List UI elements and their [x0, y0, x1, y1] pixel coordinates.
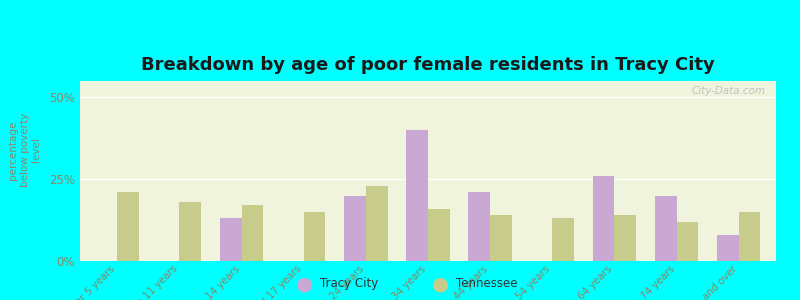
Bar: [118, 192, 139, 261]
Text: percentage
below poverty
level: percentage below poverty level: [8, 113, 42, 187]
Bar: [242, 206, 263, 261]
Text: ●: ●: [295, 274, 313, 293]
Title: Breakdown by age of poor female residents in Tracy City: Breakdown by age of poor female resident…: [141, 56, 715, 74]
Bar: [490, 215, 512, 261]
Bar: [552, 218, 574, 261]
Bar: [220, 218, 242, 261]
Text: Tracy City: Tracy City: [320, 277, 378, 290]
Bar: [304, 212, 326, 261]
Bar: [614, 215, 636, 261]
Bar: [717, 235, 738, 261]
Bar: [677, 222, 698, 261]
Bar: [655, 196, 677, 261]
Text: City-Data.com: City-Data.com: [691, 86, 766, 96]
Bar: [428, 208, 450, 261]
Text: ●: ●: [431, 274, 449, 293]
Bar: [406, 130, 428, 261]
Bar: [179, 202, 201, 261]
Text: Tennessee: Tennessee: [456, 277, 518, 290]
Bar: [593, 176, 614, 261]
Bar: [738, 212, 761, 261]
Bar: [344, 196, 366, 261]
Bar: [468, 192, 490, 261]
Bar: [366, 186, 388, 261]
